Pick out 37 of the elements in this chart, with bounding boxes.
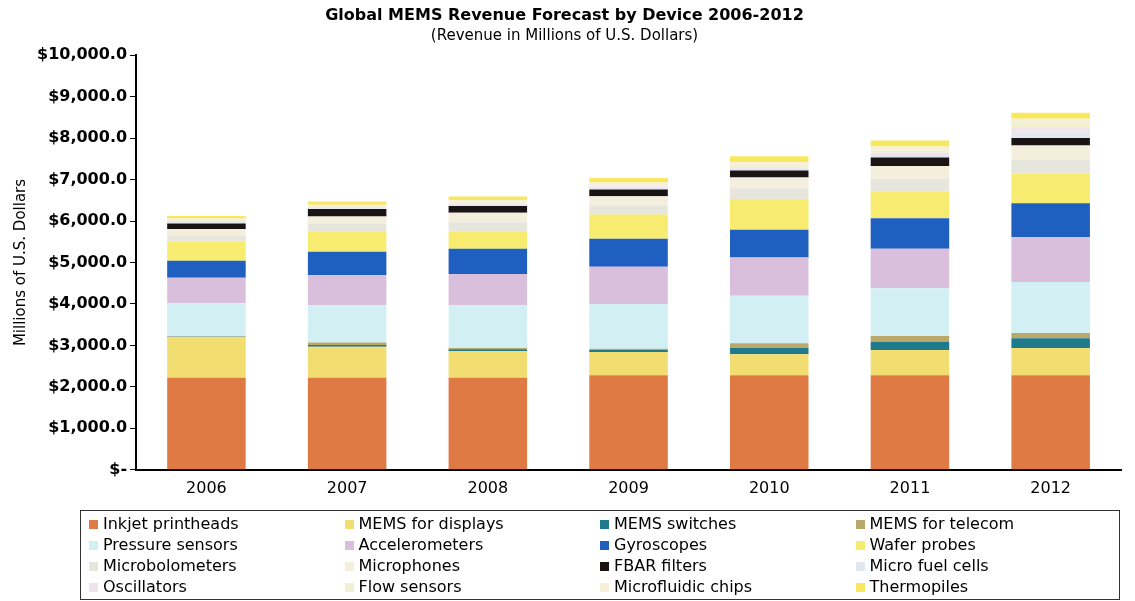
legend-label: Flow sensors — [357, 576, 463, 597]
y-axis-title: Millions of U.S. Dollars — [10, 178, 29, 347]
y-tick-label: $9,000.0 — [48, 85, 128, 105]
legend-label: Thermopiles — [868, 576, 970, 597]
legend-label: MEMS for telecom — [868, 513, 1016, 534]
x-tick-label: 2009 — [608, 477, 649, 497]
legend-label: Oscillators — [102, 576, 188, 597]
x-tick-label: 2007 — [326, 477, 368, 497]
legend-label: Micro fuel cells — [868, 555, 990, 576]
legend-label: MEMS switches — [613, 513, 738, 534]
legend-label: Microfluidic chips — [613, 576, 754, 597]
y-tick-label: $2,000.0 — [48, 376, 128, 396]
y-tick-label: $4,000.0 — [48, 293, 128, 313]
legend-label: FBAR filters — [613, 555, 708, 576]
x-tick-label: 2011 — [889, 477, 931, 497]
legend-label: Microbolometers — [102, 555, 238, 576]
legend-label: Wafer probes — [868, 534, 977, 555]
legend-label: Accelerometers — [357, 534, 485, 555]
legend-label: Inkjet printheads — [102, 513, 240, 534]
chart-title: Global MEMS Revenue Forecast by Device 2006-2012 — [325, 4, 804, 24]
y-tick-label: $8,000.0 — [48, 127, 128, 147]
x-tick-label: 2010 — [748, 477, 790, 497]
y-tick-label: $1,000.0 — [48, 417, 128, 437]
chart-subtitle: (Revenue in Millions of U.S. Dollars) — [430, 26, 699, 45]
legend-label: Gyroscopes — [613, 534, 709, 555]
x-tick-label: 2012 — [1030, 477, 1072, 497]
y-tick-label: $- — [109, 458, 128, 478]
legend-label: Microphones — [357, 555, 461, 576]
y-tick-label: $10,000.0 — [36, 44, 128, 64]
x-tick-label: 2008 — [467, 477, 509, 497]
legend-label: MEMS for displays — [357, 513, 505, 534]
y-tick-label: $3,000.0 — [48, 334, 128, 354]
legend-label: Pressure sensors — [102, 534, 239, 555]
y-tick-label: $7,000.0 — [48, 168, 128, 188]
x-tick-label: 2006 — [186, 477, 227, 497]
y-tick-label: $5,000.0 — [48, 251, 128, 271]
y-tick-label: $6,000.0 — [48, 210, 128, 230]
